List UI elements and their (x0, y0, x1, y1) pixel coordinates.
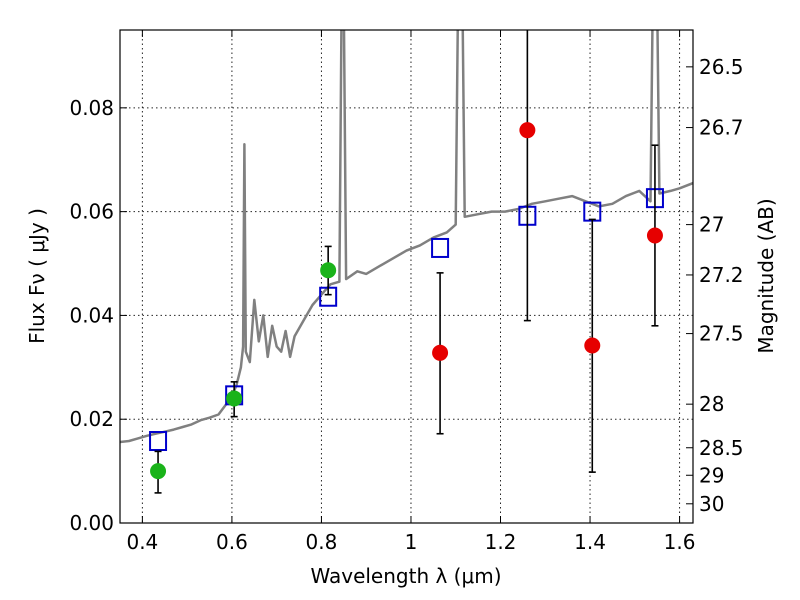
right-tick-label: 27.5 (699, 322, 744, 346)
y-tick-label: 0.04 (69, 303, 114, 327)
x-tick-label: 1.6 (664, 530, 696, 554)
x-tick-label: 1.2 (485, 530, 517, 554)
green-data-point (226, 390, 243, 407)
right-tick-label: 30 (699, 492, 724, 516)
x-tick-label: 0.4 (126, 530, 158, 554)
right-tick-label: 26.5 (699, 55, 744, 79)
y-tick-label: 0.00 (69, 511, 114, 535)
model-square-point (149, 431, 168, 452)
data-layer (120, 30, 693, 494)
green-data-point (150, 463, 167, 480)
grid-lines (120, 30, 693, 524)
y-tick-label: 0.06 (69, 200, 114, 224)
right-tick-label: 28.5 (699, 436, 744, 460)
spectrum-line (120, 30, 693, 444)
right-tick-label: 26.7 (699, 116, 744, 140)
red-data-point (519, 122, 536, 139)
y-tick-label: 0.02 (69, 407, 114, 431)
axes: 0.4 0.6 0.8 1 1.2 1.4 1.6 0.00 0.02 0.04 0.06 0.08 2… (69, 30, 744, 554)
x-tick-label: 0.6 (216, 530, 248, 554)
x-tick-label: 1.4 (574, 530, 606, 554)
right-tick-label: 27 (699, 213, 724, 237)
y-axis-label-right: Magnitude (AB) (754, 198, 778, 353)
plot-frame (119, 29, 694, 524)
right-tick-label: 27.2 (699, 263, 744, 287)
x-axis-label: Wavelength λ (μm) (310, 564, 501, 588)
right-tick-label: 28 (699, 392, 724, 416)
red-data-point (584, 337, 601, 354)
right-tick-label: 29 (699, 463, 724, 487)
x-tick-label: 0.8 (306, 530, 338, 554)
x-tick-label: 1 (405, 530, 418, 554)
y-tick-label: 0.08 (69, 96, 114, 120)
green-data-point (320, 262, 337, 279)
model-square-point (431, 237, 450, 258)
y-axis-label-left: Flux Fν ( μJy ) (25, 208, 49, 344)
red-data-point (432, 344, 449, 361)
red-data-point (646, 227, 663, 244)
